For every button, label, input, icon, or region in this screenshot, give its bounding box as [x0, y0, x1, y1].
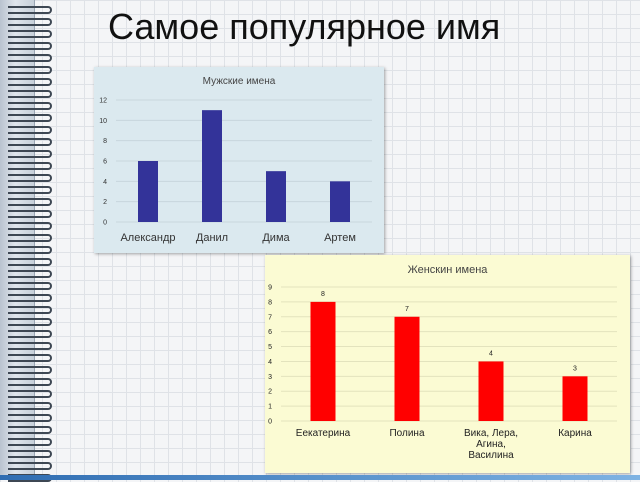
binding-ring: [8, 270, 52, 278]
binding-ring: [8, 90, 52, 98]
data-label: 8: [321, 291, 325, 298]
y-tick-label: 4: [268, 359, 272, 366]
bar: [138, 161, 158, 222]
y-tick-label: 7: [268, 314, 272, 321]
y-tick-label: 6: [103, 159, 107, 166]
binding-ring: [8, 366, 52, 374]
binding-ring: [8, 258, 52, 266]
binding-ring: [8, 414, 52, 422]
data-label: 3: [573, 365, 577, 372]
binding-ring: [8, 150, 52, 158]
bar: [394, 316, 420, 421]
binding-ring: [8, 426, 52, 434]
male-names-chart-svg: Мужские имена 0 2 4 6 8 10 12 Александр Данил Дима…: [99, 76, 372, 244]
binding-ring: [8, 174, 52, 182]
bar: [266, 171, 286, 222]
binding-ring: [8, 78, 52, 86]
binding-ring: [8, 210, 52, 218]
y-tick-label: 8: [103, 138, 107, 145]
male-names-chart: Мужские имена 0 2 4 6 8 10 12 Александр Данил Дима…: [94, 67, 384, 253]
binding-ring: [8, 450, 52, 458]
y-tick-label: 12: [99, 98, 107, 105]
binding-ring: [8, 114, 52, 122]
binding-ring: [8, 306, 52, 314]
y-tick-label: 2: [268, 389, 272, 396]
y-tick-label: 5: [268, 344, 272, 351]
binding-ring: [8, 6, 52, 14]
notebook-binding: [0, 0, 52, 482]
bar: [562, 376, 588, 421]
binding-ring: [8, 66, 52, 74]
binding-ring: [8, 162, 52, 170]
binding-ring: [8, 102, 52, 110]
binding-ring: [8, 282, 52, 290]
bar: [330, 181, 350, 222]
data-label: 7: [405, 306, 409, 313]
y-tick-label: 10: [99, 118, 107, 125]
binding-ring: [8, 438, 52, 446]
category-label: Полина: [389, 428, 424, 439]
binding-ring: [8, 246, 52, 254]
binding-ring: [8, 222, 52, 230]
binding-ring: [8, 42, 52, 50]
binding-ring: [8, 402, 52, 410]
y-tick-label: 1: [268, 404, 272, 411]
y-tick-label: 0: [103, 220, 107, 227]
y-tick-label: 2: [103, 199, 107, 206]
binding-ring: [8, 30, 52, 38]
y-tick-label: 6: [268, 329, 272, 336]
binding-ring: [8, 198, 52, 206]
binding-ring: [8, 354, 52, 362]
binding-ring: [8, 462, 52, 470]
binding-ring: [8, 318, 52, 326]
binding-ring: [8, 126, 52, 134]
y-tick-label: 0: [268, 419, 272, 426]
binding-ring: [8, 138, 52, 146]
category-label: Данил: [196, 232, 228, 244]
binding-ring: [8, 294, 52, 302]
binding-ring: [8, 390, 52, 398]
y-tick-label: 8: [268, 299, 272, 306]
binding-ring: [8, 378, 52, 386]
y-tick-label: 3: [268, 374, 272, 381]
data-label: 4: [489, 350, 493, 357]
y-tick-label: 4: [103, 179, 107, 186]
binding-ring: [8, 54, 52, 62]
bar: [202, 110, 222, 222]
female-names-chart: Женскин имена 0 1 2 3 4 5 6 7 8 9 8 Еекатерина 7 Полин…: [265, 255, 630, 473]
chart-title: Мужские имена: [203, 76, 276, 87]
bottom-accent-bar: [0, 475, 640, 480]
bar: [478, 361, 504, 421]
category-label: Вика, Лера, Агина, Василина: [464, 428, 518, 461]
category-label: Карина: [558, 428, 592, 439]
y-tick-label: 9: [268, 285, 272, 292]
binding-ring: [8, 342, 52, 350]
binding-ring: [8, 18, 52, 26]
page-title: Самое популярное имя: [108, 6, 501, 47]
binding-ring: [8, 330, 52, 338]
binding-ring: [8, 234, 52, 242]
chart-title: Женскин имена: [408, 264, 489, 276]
category-label: Еекатерина: [296, 428, 351, 439]
category-label: Александр: [120, 232, 175, 244]
binding-ring: [8, 186, 52, 194]
category-label: Дима: [262, 232, 290, 244]
category-label: Артем: [324, 232, 356, 244]
bar: [310, 301, 336, 421]
female-names-chart-svg: Женскин имена 0 1 2 3 4 5 6 7 8 9 8 Еекатерина 7 Полин…: [268, 264, 617, 461]
